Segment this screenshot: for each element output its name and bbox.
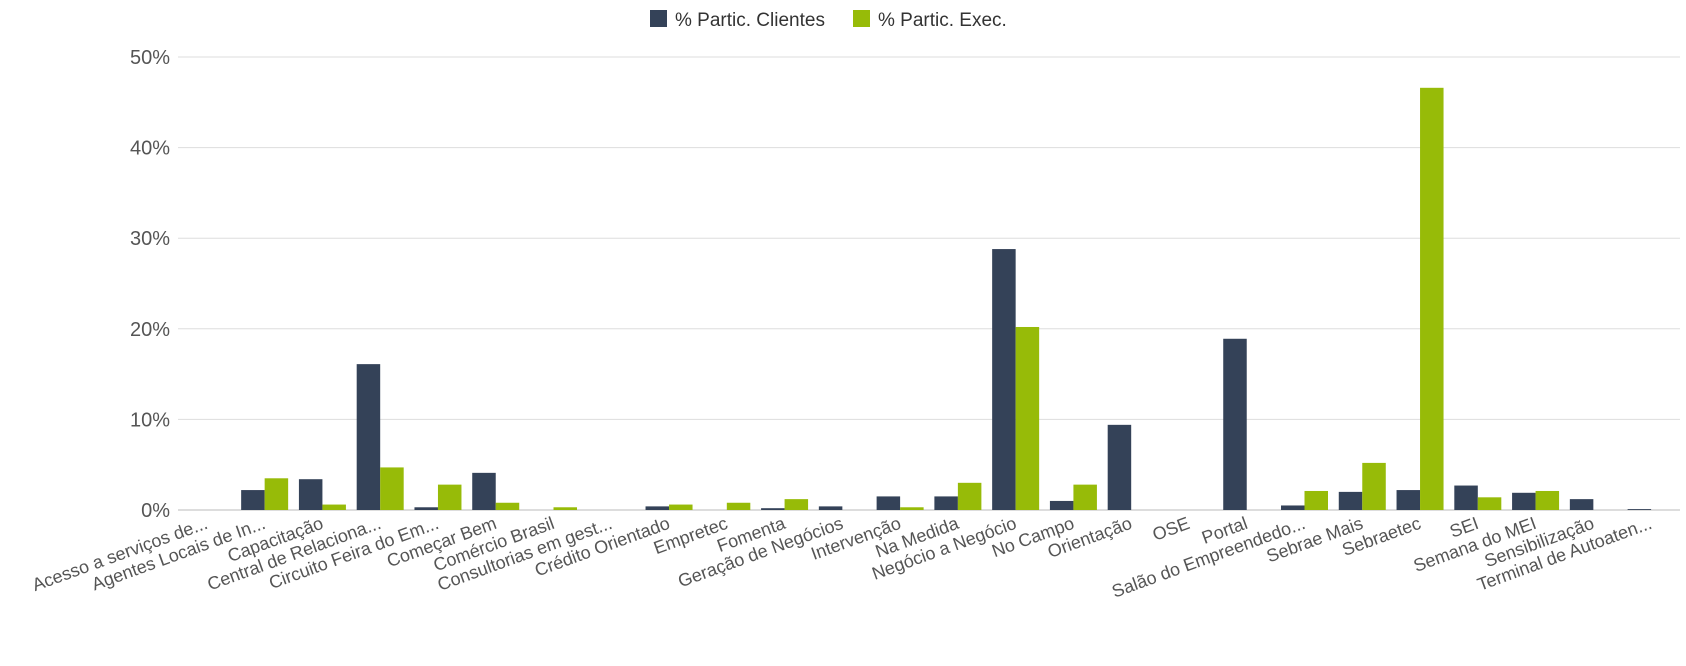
bar (1627, 509, 1652, 510)
bar (1073, 484, 1097, 510)
legend-label: % Partic. Exec. (878, 10, 1007, 31)
bar (1477, 497, 1502, 510)
bar (726, 502, 751, 510)
bar (1362, 462, 1386, 510)
legend-swatch (650, 10, 667, 27)
bar (1535, 490, 1560, 510)
y-axis-ticks: 0% 10% 20% 30% 40% 50% (130, 47, 170, 522)
legend: % Partic. Clientes % Partic. Exec. (650, 10, 1007, 31)
legend-swatch (853, 10, 870, 27)
bar (1454, 485, 1478, 510)
bar (900, 507, 924, 510)
bar (645, 506, 670, 510)
bar (1049, 500, 1074, 510)
y-tick-label: 10% (130, 409, 170, 431)
bar (761, 508, 785, 510)
grid (178, 56, 1680, 511)
y-tick-label: 20% (130, 319, 170, 341)
y-tick-label: 30% (130, 228, 170, 250)
bar (957, 482, 982, 510)
bar (414, 507, 438, 510)
y-tick-label: 40% (130, 138, 170, 160)
bar (241, 490, 265, 510)
x-tick-label: OSE (1150, 513, 1193, 545)
bar (495, 502, 520, 510)
bar (437, 484, 462, 510)
bar (1107, 424, 1132, 510)
bar (1223, 338, 1247, 510)
y-tick-label: 0% (141, 500, 170, 522)
bar (380, 467, 404, 510)
bar (553, 507, 577, 510)
bars (241, 87, 1652, 511)
bar (322, 504, 346, 510)
bar (1396, 490, 1421, 510)
bar (472, 472, 496, 510)
bar (356, 364, 381, 510)
bar (1015, 326, 1040, 510)
bar (264, 478, 289, 510)
bar (1304, 490, 1328, 510)
legend-label: % Partic. Clientes (675, 10, 825, 31)
bar (1281, 505, 1305, 510)
y-tick-label: 50% (130, 47, 170, 69)
bar (1512, 492, 1536, 510)
bar (669, 504, 693, 510)
bar (1569, 499, 1594, 510)
bar (992, 249, 1016, 510)
bar (1338, 491, 1363, 510)
bar (1420, 87, 1444, 511)
bar (876, 496, 901, 510)
bar (818, 506, 843, 510)
bar (298, 479, 323, 510)
bar (784, 499, 809, 510)
x-axis-labels: Acesso a serviços de...Agentes Locais de… (29, 513, 1654, 602)
bar (934, 496, 958, 510)
